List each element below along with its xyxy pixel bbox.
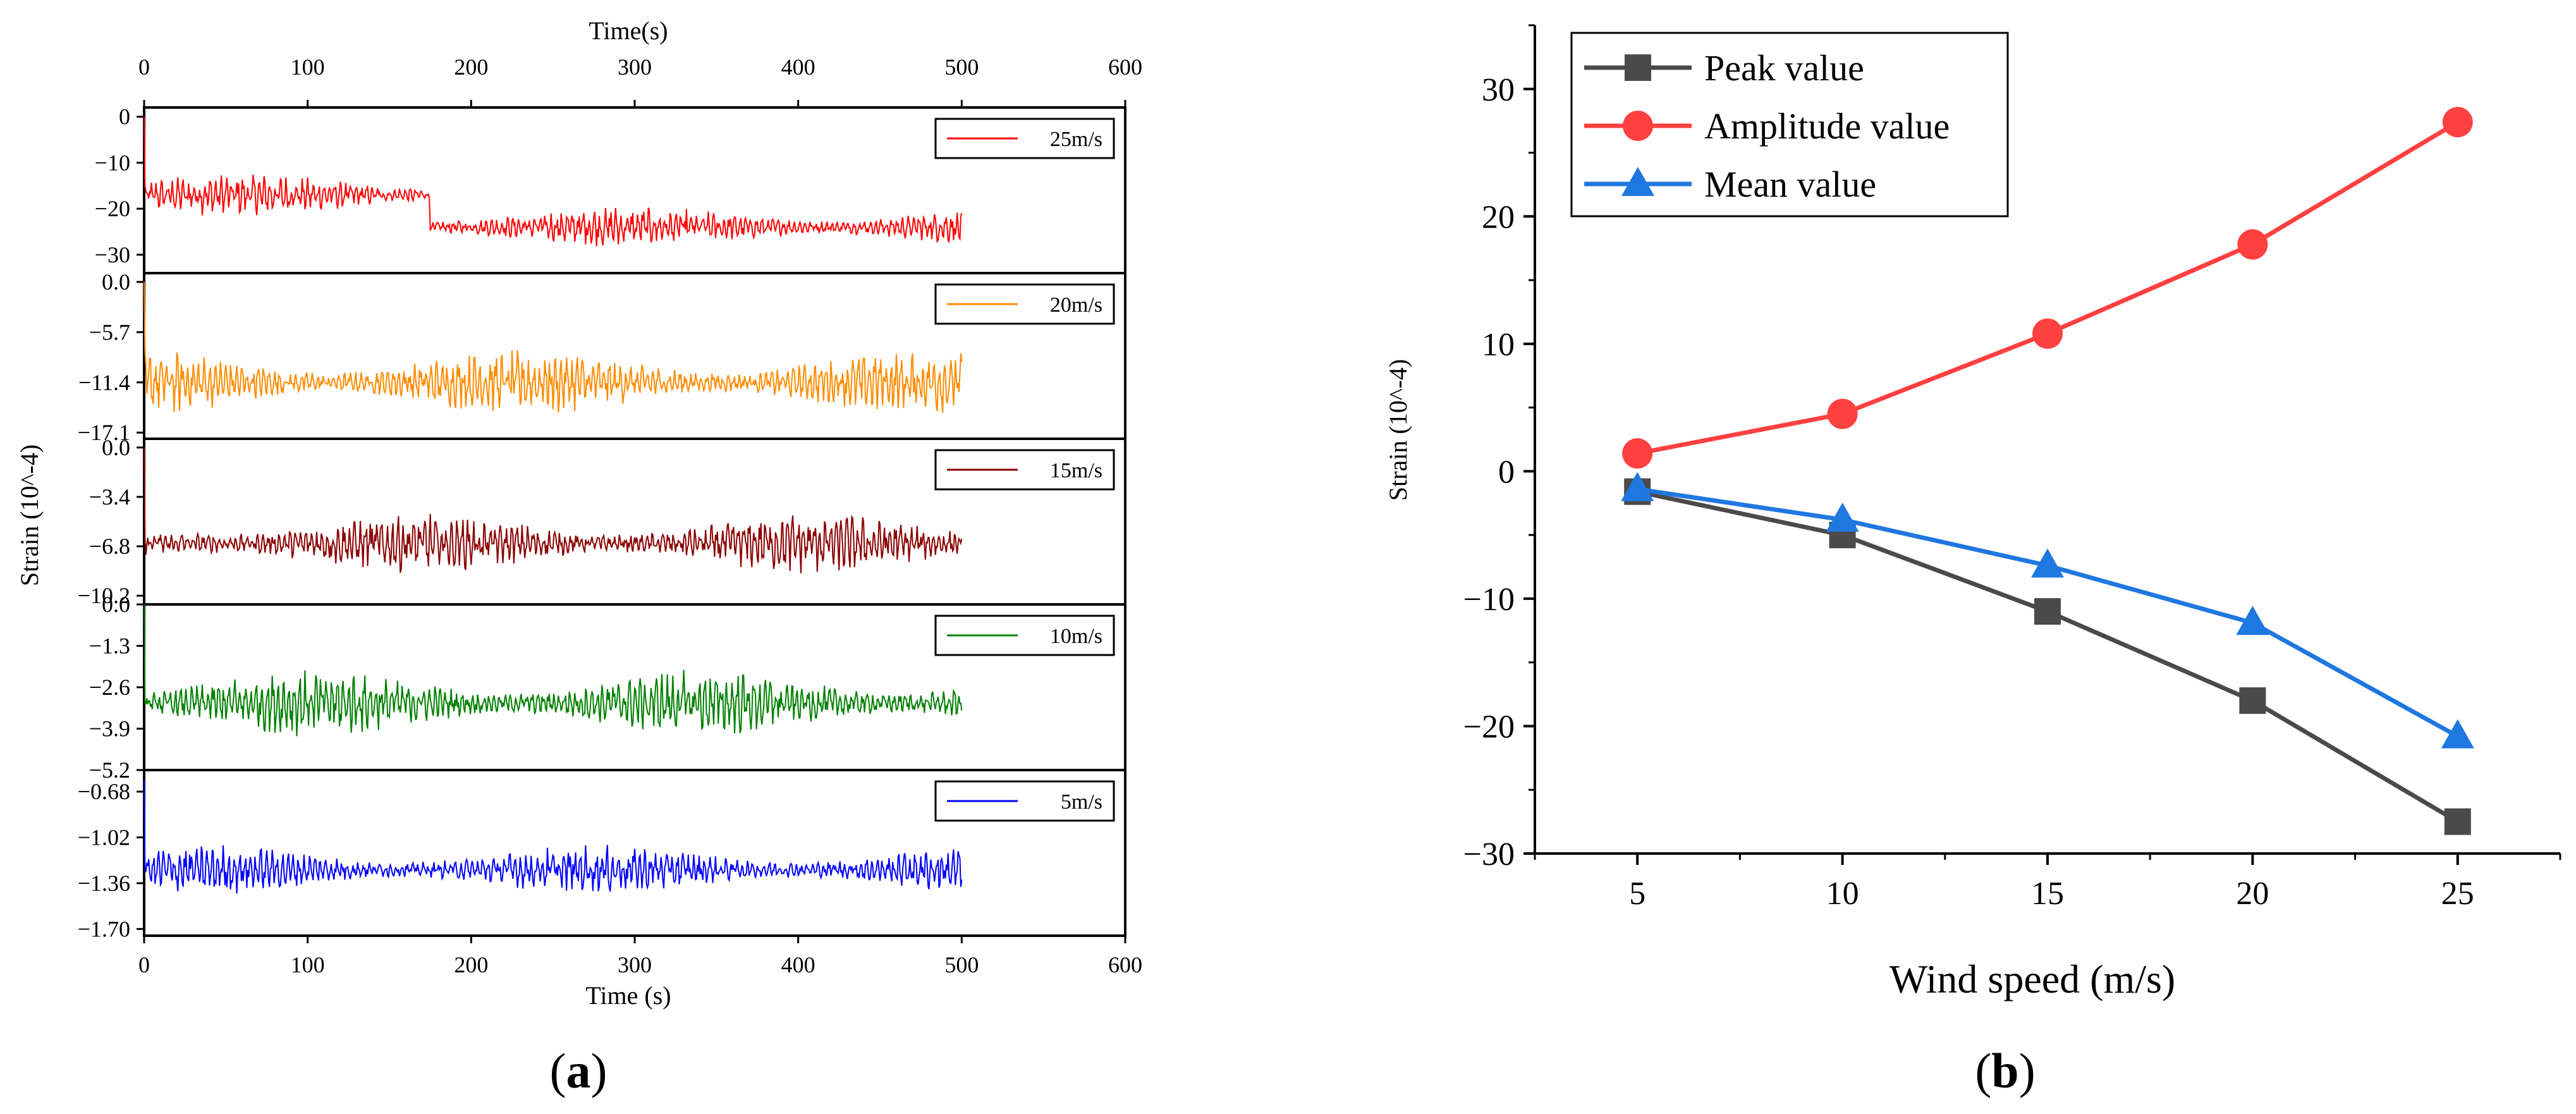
- data-point-amplitude-value: [2237, 229, 2268, 260]
- y-tick-label: −2.6: [89, 675, 130, 700]
- y-tick-label: 20: [1482, 199, 1515, 235]
- y-tick-label: 0: [119, 104, 130, 130]
- bottom-x-tick-label: 0: [138, 952, 150, 977]
- y-tick-label: −30: [95, 242, 130, 267]
- y-tick-label: −17.1: [78, 420, 130, 445]
- y-tick-label: −30: [1463, 836, 1515, 872]
- y-tick-label: −1.02: [78, 825, 130, 850]
- legend-label: 5m/s: [1061, 790, 1102, 814]
- y-tick-label: −1.70: [78, 916, 130, 941]
- y-tick-label: 0.0: [102, 435, 130, 460]
- legend-marker: [1621, 167, 1654, 196]
- data-point-mean-value: [2236, 606, 2269, 635]
- legend-label: 25m/s: [1050, 128, 1102, 151]
- x-tick-label: 20: [2236, 876, 2269, 912]
- x-tick-label: 25: [2441, 876, 2474, 912]
- y-tick-label: −1.36: [78, 871, 130, 896]
- top-x-tick-label: 0: [138, 54, 150, 80]
- series-line-5m/s: [143, 780, 963, 894]
- legend-label: 15m/s: [1050, 459, 1102, 482]
- top-x-tick-label: 500: [944, 54, 979, 80]
- top-x-tick-label: 100: [291, 54, 325, 80]
- series-line-15m/s: [143, 447, 963, 573]
- data-point-mean-value: [2441, 719, 2474, 749]
- y-tick-label: 0.0: [102, 592, 130, 617]
- data-point-mean-value: [2031, 548, 2064, 578]
- y-tick-label: −11.4: [78, 370, 130, 395]
- subplot-frame-5m/s: [143, 769, 1126, 937]
- y-tick-label: −3.4: [89, 484, 130, 510]
- x-tick-label: 10: [1826, 876, 1859, 912]
- series-line-20m/s: [143, 281, 963, 413]
- panel-b-wind-speed-chart: 30 20 10 0 −10 −20 −30 5 10 15 20 25 Wind speed (m/s…: [1384, 24, 2561, 1098]
- legend-marker: [1625, 54, 1651, 81]
- top-x-tick-label: 600: [1108, 54, 1142, 80]
- data-point-amplitude-value: [2442, 107, 2473, 138]
- data-point-amplitude-value: [2032, 318, 2063, 349]
- series-line-25m/s: [143, 116, 963, 247]
- y-tick-label: −20: [95, 196, 130, 221]
- y-tick-label: −10: [95, 150, 130, 175]
- y-tick-label: −10: [1463, 582, 1515, 618]
- data-point-peak-value: [2239, 687, 2266, 714]
- y-tick-label: 0.0: [102, 269, 130, 295]
- y-tick-label: −20: [1463, 709, 1515, 745]
- data-point-amplitude-value: [1622, 438, 1653, 469]
- y-tick-label: 30: [1482, 72, 1515, 108]
- bottom-x-tick-label: 400: [781, 952, 815, 977]
- y-axis-title: Strain (10^-4): [1384, 359, 1412, 501]
- series-line-10m/s: [143, 604, 963, 737]
- legend-label: 20m/s: [1050, 293, 1102, 317]
- y-tick-label: −5.7: [89, 319, 130, 345]
- x-tick-label: 15: [2031, 876, 2064, 912]
- legend-label: 10m/s: [1050, 625, 1102, 648]
- data-point-peak-value: [2444, 808, 2471, 835]
- legend-label: Mean value: [1704, 164, 1876, 205]
- legend-box: [934, 118, 1115, 159]
- panel-label-a: (a): [550, 1043, 607, 1098]
- data-point-mean-value: [1826, 502, 1859, 532]
- y-tick-label: −5.2: [89, 757, 130, 783]
- y-tick-label: −3.9: [89, 716, 130, 742]
- bottom-x-tick-label: 600: [1108, 952, 1142, 977]
- y-tick-label: 10: [1482, 327, 1515, 363]
- y-tick-label: −10.2: [78, 583, 130, 608]
- y-tick-label: −0.68: [78, 779, 130, 804]
- x-axis-title: Time (s): [585, 981, 671, 1010]
- x-tick-label: 5: [1629, 876, 1645, 912]
- bottom-x-tick-label: 200: [454, 952, 488, 977]
- data-point-peak-value: [2034, 598, 2061, 625]
- panel-a-time-history: 00100100200200300300400400500500600600Ti…: [15, 16, 1142, 1098]
- legend-label: Peak value: [1704, 47, 1864, 89]
- series-line-peak-value: [1637, 489, 2459, 824]
- y-tick-label: −1.3: [89, 634, 130, 659]
- top-x-tick-label: 300: [618, 54, 652, 80]
- top-x-axis-title: Time(s): [589, 16, 668, 45]
- bottom-x-tick-label: 500: [944, 952, 979, 977]
- data-point-amplitude-value: [1827, 398, 1858, 429]
- y-axis-title: Strain (10^-4): [15, 444, 44, 586]
- bottom-x-tick-label: 100: [291, 952, 325, 977]
- x-axis-title: Wind speed (m/s): [1889, 957, 2175, 1001]
- bottom-x-tick-label: 300: [618, 952, 652, 977]
- y-tick-label: 0: [1498, 454, 1515, 490]
- panel-label-b: (b): [1975, 1043, 2035, 1098]
- legend-marker: [1623, 111, 1653, 141]
- y-tick-label: −6.8: [89, 534, 130, 559]
- top-x-tick-label: 400: [781, 54, 815, 80]
- top-x-tick-label: 200: [454, 54, 488, 80]
- data-point-mean-value: [1621, 472, 1654, 501]
- legend-label: Amplitude value: [1704, 106, 1950, 147]
